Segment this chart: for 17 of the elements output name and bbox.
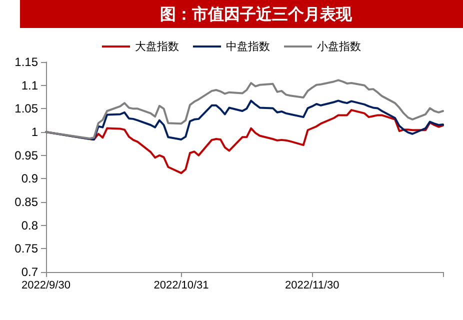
legend-label: 小盘指数: [317, 40, 361, 53]
y-tick-label: 0.8: [21, 218, 38, 232]
y-tick-label: 0.85: [14, 195, 38, 209]
legend-label: 中盘指数: [226, 40, 270, 53]
y-tick-label: 1.1: [21, 78, 38, 92]
chart-title: 图：市值因子近三个月表现: [160, 4, 353, 24]
x-tick-label: 2022/11/30: [284, 280, 340, 292]
legend-label: 大盘指数: [135, 40, 179, 53]
y-tick-label: 0.9: [21, 172, 38, 186]
y-tick-label: 0.7: [21, 265, 38, 279]
y-tick-label: 1: [31, 125, 38, 139]
x-tick-label: 2022/10/31: [154, 280, 209, 292]
y-tick-label: 0.95: [14, 148, 38, 162]
y-tick-label: 1.15: [14, 55, 38, 69]
x-tick-label: 2022/9/30: [22, 280, 70, 292]
y-tick-label: 1.05: [14, 102, 38, 116]
y-tick-label: 0.75: [14, 242, 38, 256]
